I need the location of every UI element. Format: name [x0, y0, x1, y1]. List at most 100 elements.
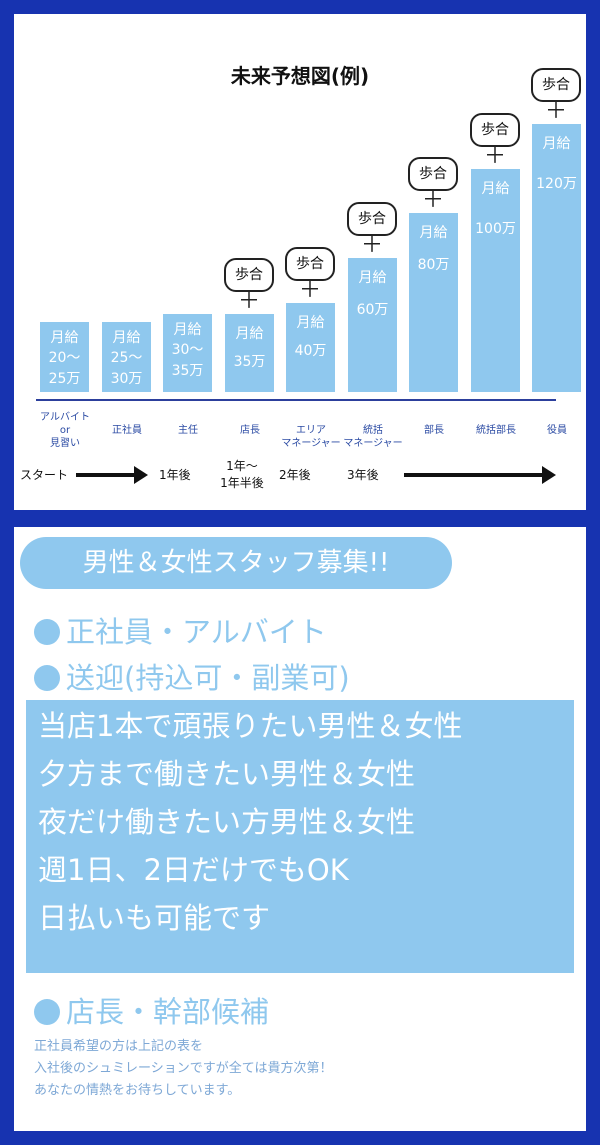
- bullet-manager-text: 店長・幹部候補: [66, 995, 270, 1029]
- plus-icon: ＋: [237, 289, 260, 314]
- work-style-line: 週1日、2日だけでもOK: [38, 853, 349, 887]
- bullet-dot-icon: [34, 619, 60, 645]
- bullet-pickup: 送迎(持込可・副業可): [34, 655, 350, 697]
- bullet-manager-candidate: 店長・幹部候補: [34, 989, 269, 1031]
- salary-bar-text: 月給 40万: [286, 313, 335, 362]
- position-label-line: or: [59, 425, 71, 436]
- bullet-dot-icon: [34, 999, 60, 1025]
- position-label-line: 店長: [240, 425, 260, 436]
- salary-bar-label: 月給: [358, 270, 387, 286]
- position-label-line: 正社員: [112, 425, 142, 436]
- timeline-1-5-line2: 1年半後: [220, 476, 264, 490]
- position-label: 主任: [157, 424, 219, 437]
- salary-bar-label: 25〜: [110, 350, 143, 367]
- timeline-3-year: 3年後: [347, 468, 379, 482]
- commission-badge: 歩合＋: [284, 247, 336, 303]
- salary-bar-label: 月給: [235, 326, 264, 342]
- salary-bar: 月給 30〜 35万: [163, 314, 212, 392]
- salary-bar: 月給 120万: [532, 124, 581, 392]
- commission-label: 歩合: [531, 68, 581, 102]
- timeline-arrowhead-2: [542, 466, 556, 484]
- salary-bar-label: 35万: [233, 354, 266, 371]
- salary-bar-text: 月給 30〜 35万: [163, 320, 212, 381]
- salary-bar-label: 月給: [50, 330, 79, 346]
- salary-bar-label: [471, 199, 520, 219]
- salary-bar-label: [409, 243, 458, 255]
- commission-badge: 歩合＋: [407, 157, 459, 212]
- salary-bar: 月給 25〜 30万: [102, 322, 151, 392]
- recruitment-panel: 男性＆女性スタッフ募集!! 正社員・アルバイト 送迎(持込可・副業可) 当店1本…: [14, 527, 586, 1131]
- position-label-line: 部長: [424, 425, 444, 436]
- commission-badge: 歩合＋: [530, 68, 582, 124]
- timeline-1-5-line1: 1年〜: [226, 459, 258, 473]
- plus-icon: ＋: [483, 144, 506, 169]
- position-label: アルバイト or 見習い: [34, 411, 96, 450]
- note-line: あなたの情熱をお待ちしています。: [34, 1083, 241, 1098]
- salary-bar-text: 月給 35万: [225, 324, 274, 373]
- salary-bar-label: 25万: [48, 370, 81, 387]
- position-label-line: アルバイト: [40, 412, 90, 423]
- position-label-line: 統括: [363, 425, 383, 436]
- commission-label: 歩合: [224, 258, 274, 292]
- timeline-2-year: 2年後: [279, 468, 311, 482]
- position-label-line: エリア: [296, 425, 326, 436]
- career-chart-panel: 未来予想図(例) 月給 20〜 25万 月給 25〜 30万 月給 30〜 35万 月給 35万 歩合…: [14, 14, 586, 510]
- timeline-arrow-1: [76, 473, 136, 477]
- plus-icon: ＋: [544, 99, 567, 124]
- position-label: 部長: [403, 424, 465, 437]
- work-style-line: 日払いも可能です: [38, 901, 271, 935]
- work-style-line: 夕方まで働きたい男性＆女性: [38, 757, 416, 791]
- salary-bar: 月給 60万: [348, 258, 397, 392]
- salary-bar: 月給 35万: [225, 314, 274, 392]
- salary-bar-text: 月給 80万: [409, 223, 458, 276]
- position-label: エリア マネージャー: [280, 424, 342, 450]
- position-label-line: 主任: [178, 425, 198, 436]
- commission-label: 歩合: [470, 113, 520, 147]
- commission-badge: 歩合＋: [346, 202, 398, 258]
- position-label-line: 役員: [547, 425, 567, 436]
- chart-baseline: [36, 399, 556, 401]
- salary-bar-label: 月給: [542, 136, 571, 152]
- position-label: 統括部長: [465, 424, 527, 437]
- commission-label: 歩合: [347, 202, 397, 236]
- salary-bar-label: 100万: [475, 221, 516, 238]
- salary-bar-label: 30〜: [171, 342, 204, 359]
- salary-bar-label: 月給: [296, 315, 325, 331]
- salary-bar: 月給 20〜 25万: [40, 322, 89, 392]
- position-label: 統括 マネージャー: [342, 424, 404, 450]
- salary-bar-label: 20〜: [48, 350, 81, 367]
- bullet-employment-type: 正社員・アルバイト: [34, 609, 327, 651]
- salary-bar-text: 月給 20〜 25万: [40, 328, 89, 389]
- salary-bar-label: 40万: [294, 343, 327, 360]
- plus-icon: ＋: [360, 233, 383, 258]
- recruit-heading: 男性＆女性スタッフ募集!!: [20, 537, 452, 589]
- position-label-line: マネージャー: [281, 438, 341, 449]
- timeline-arrowhead-1: [134, 466, 148, 484]
- salary-bar-label: 35万: [171, 362, 204, 379]
- salary-bar: 月給 80万: [409, 213, 458, 392]
- salary-bar: 月給 100万: [471, 169, 520, 392]
- salary-bar-text: 月給 25〜 30万: [102, 328, 151, 389]
- plus-icon: ＋: [298, 278, 321, 303]
- work-style-lines: 当店1本で頑張りたい男性＆女性 夕方まで働きたい男性＆女性 夜だけ働きたい方男性…: [26, 700, 574, 942]
- position-label-line: マネージャー: [343, 438, 403, 449]
- salary-bar-label: 月給: [481, 181, 510, 197]
- notes: 正社員希望の方は上記の表を 入社後のシュミレーションですが全ては貴方次第！ あな…: [34, 1036, 332, 1102]
- bullet-dot-icon: [34, 665, 60, 691]
- salary-bar-label: [532, 154, 581, 174]
- timeline-1-year: 1年後: [159, 468, 191, 482]
- chart-title: 未来予想図(例): [230, 64, 370, 88]
- bullet-pickup-text: 送迎(持込可・副業可): [66, 661, 350, 695]
- salary-bar-label: 月給: [112, 330, 141, 346]
- note-line: 入社後のシュミレーションですが全ては貴方次第！: [34, 1061, 333, 1076]
- work-style-line: 夜だけ働きたい方男性＆女性: [38, 805, 416, 839]
- position-label: 役員: [526, 424, 588, 437]
- salary-bar-label: 120万: [536, 176, 577, 193]
- timeline-1-5-year: 1年〜 1年半後: [218, 458, 266, 492]
- work-style-box: 当店1本で頑張りたい男性＆女性 夕方まで働きたい男性＆女性 夜だけ働きたい方男性…: [26, 700, 574, 973]
- bullet-employment-text: 正社員・アルバイト: [66, 615, 327, 649]
- salary-bar-label: [286, 333, 335, 341]
- commission-badge: 歩合＋: [469, 113, 521, 169]
- timeline-start: スタート: [20, 468, 69, 482]
- salary-bar-label: [225, 344, 274, 352]
